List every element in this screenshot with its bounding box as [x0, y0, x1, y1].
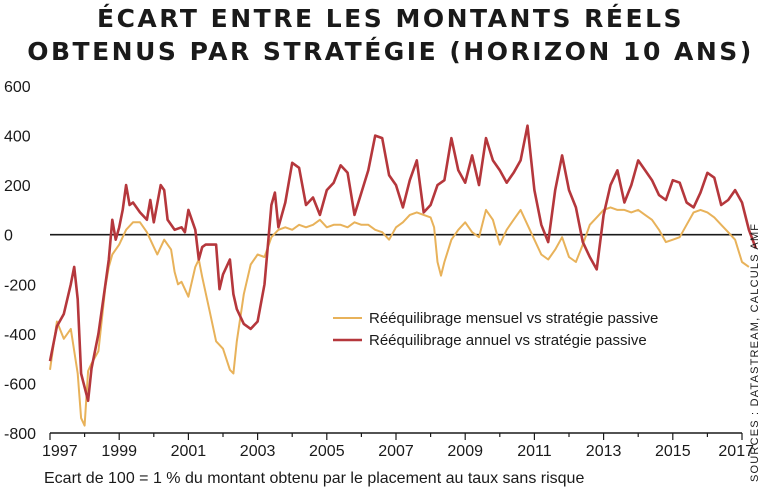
- y-tick-label: 600: [4, 79, 31, 96]
- x-tick-label: 2001: [171, 443, 207, 460]
- x-tick-label: 2011: [517, 443, 552, 460]
- x-tick-label: 2009: [447, 443, 483, 460]
- x-tick-label: 2017: [718, 443, 754, 460]
- chart-title: ÉCART ENTRE LES MONTANTS RÉELS OBTENUS P…: [0, 2, 781, 68]
- source-note: SOURCES : DATASTREAM, CALCULS AMF: [749, 222, 761, 482]
- x-tick-label: 2015: [655, 443, 691, 460]
- x-tick-label: 1997: [42, 443, 78, 460]
- y-tick-label: -200: [4, 277, 36, 294]
- y-tick-label: -600: [4, 376, 36, 393]
- y-tick-label: 400: [4, 129, 31, 146]
- x-tick-label: 1999: [101, 443, 137, 460]
- legend-label-monthly: Rééquilibrage mensuel vs stratégie passi…: [369, 310, 658, 327]
- x-tick-label: 2005: [309, 443, 345, 460]
- x-tick-label: 2013: [586, 443, 622, 460]
- y-tick-label: 0: [4, 228, 13, 245]
- chart-footnote: Ecart de 100 = 1 % du montant obtenu par…: [44, 470, 585, 487]
- x-axis: 1997 1999 2001 2003 2005 2007 2009 2011 2013 2015…: [42, 432, 754, 460]
- legend-label-annual: Rééquilibrage annuel vs stratégie passiv…: [369, 332, 647, 349]
- x-tick-label: 2007: [378, 443, 414, 460]
- series-line-monthly: [49, 206, 750, 427]
- chart-title-line2: OBTENUS PAR STRATÉGIE (HORIZON 10 ANS): [27, 37, 754, 66]
- chart-legend: Rééquilibrage mensuel vs stratégie passi…: [333, 310, 658, 349]
- chart-series: [48, 124, 758, 427]
- x-tick-label: 2003: [240, 443, 276, 460]
- chart-title-line1: ÉCART ENTRE LES MONTANTS RÉELS: [97, 4, 684, 33]
- y-tick-label: 200: [4, 178, 31, 195]
- y-tick-label: -400: [4, 327, 36, 344]
- series-line-annual: [48, 124, 758, 403]
- y-tick-label: -800: [4, 426, 36, 443]
- y-axis-tick-labels: 600 400 200 0 -200 -400 -600 -800: [4, 79, 36, 443]
